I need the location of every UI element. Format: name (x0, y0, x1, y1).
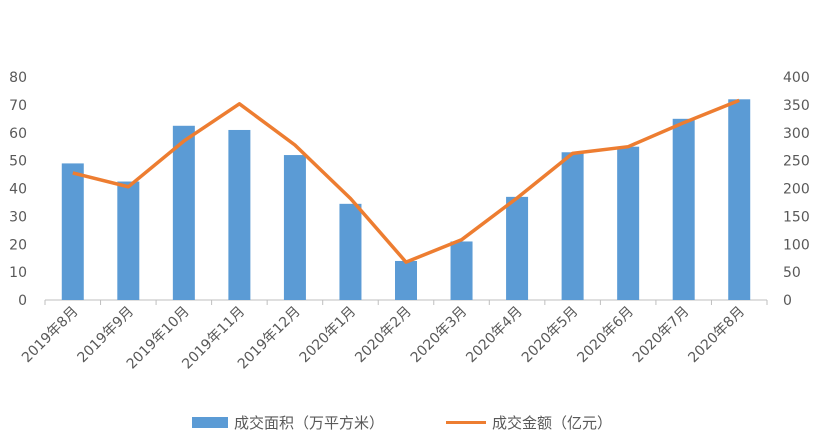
left-y-axis: 0 10 20 30 40 50 60 70 80 (9, 70, 27, 309)
bar (506, 196, 529, 300)
right-tick-label: 350 (783, 98, 810, 114)
bar (672, 118, 695, 300)
legend: 成交面积（万平方米） 成交金额（亿元） (0, 408, 822, 436)
bar (61, 163, 84, 300)
left-tick-label: 70 (9, 98, 27, 114)
right-tick-label: 250 (783, 154, 810, 170)
left-tick-label: 60 (9, 126, 27, 142)
legend-item-line: 成交金额（亿元） (446, 408, 612, 436)
right-tick-label: 400 (783, 70, 810, 86)
legend-line-swatch (446, 420, 486, 424)
left-tick-label: 50 (9, 154, 27, 170)
bar (450, 241, 473, 300)
x-tick-label: 2020年4月 (463, 304, 526, 367)
legend-line-label: 成交金额（亿元） (492, 413, 613, 432)
x-tick-label: 2020年5月 (519, 304, 582, 367)
combo-chart: 0 10 20 30 40 50 60 70 80 0 50 100 150 200 250 300 350 4… (9, 70, 810, 372)
right-tick-label: 0 (783, 293, 792, 309)
right-y-axis: 0 50 100 150 200 250 300 350 400 (783, 70, 810, 309)
bar (283, 155, 306, 300)
right-tick-label: 100 (783, 237, 810, 253)
x-tick-label: 2020年1月 (297, 304, 360, 367)
right-tick-label: 150 (783, 209, 810, 225)
legend-bar-swatch (192, 416, 228, 428)
left-tick-label: 30 (9, 209, 27, 225)
right-tick-label: 200 (783, 182, 810, 198)
bar (117, 181, 140, 300)
left-tick-label: 40 (9, 182, 27, 198)
bar (172, 125, 195, 300)
left-tick-label: 0 (18, 293, 27, 309)
x-tick-label: 2020年2月 (352, 304, 415, 367)
bar (339, 203, 362, 300)
x-tick-label: 2019年8月 (19, 304, 82, 367)
right-tick-label: 300 (783, 126, 810, 142)
right-tick-label: 50 (783, 265, 801, 281)
left-tick-label: 10 (9, 265, 27, 281)
bar-series (61, 99, 751, 300)
x-tick-label: 2020年3月 (408, 304, 471, 367)
bar (617, 146, 640, 300)
bar (228, 129, 251, 300)
x-axis-labels: 2019年8月2019年9月2019年10月2019年11月2019年12月20… (19, 300, 768, 372)
legend-bar-label: 成交面积（万平方米） (234, 413, 385, 432)
x-tick-label: 2020年8月 (685, 304, 748, 367)
line-series (72, 98, 740, 264)
legend-item-bar: 成交面积（万平方米） (192, 408, 384, 436)
bar (395, 260, 417, 300)
bar (728, 99, 751, 300)
x-tick-label: 2020年6月 (574, 304, 637, 367)
bar (561, 152, 584, 300)
left-tick-label: 80 (9, 70, 27, 86)
left-tick-label: 20 (9, 237, 27, 253)
x-tick-label: 2020年7月 (630, 304, 693, 367)
